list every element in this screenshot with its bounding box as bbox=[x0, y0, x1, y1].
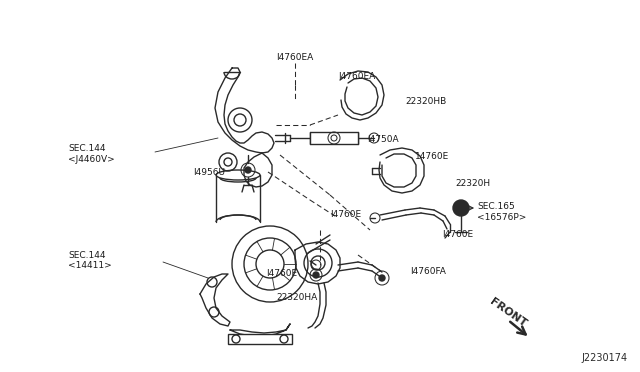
Text: 22320H: 22320H bbox=[455, 179, 490, 187]
Text: I4760E: I4760E bbox=[442, 230, 473, 238]
Text: SEC.144: SEC.144 bbox=[68, 144, 106, 153]
Circle shape bbox=[379, 275, 385, 281]
Text: <16576P>: <16576P> bbox=[477, 212, 526, 221]
Text: I4750A: I4750A bbox=[367, 135, 399, 144]
Text: 14760E: 14760E bbox=[415, 151, 449, 160]
Circle shape bbox=[453, 200, 469, 216]
Text: FRONT: FRONT bbox=[488, 297, 529, 329]
Text: I4760EA: I4760EA bbox=[276, 52, 314, 61]
Text: SEC.144: SEC.144 bbox=[68, 250, 106, 260]
Text: 22320HB: 22320HB bbox=[405, 96, 446, 106]
Text: <14411>: <14411> bbox=[68, 262, 112, 270]
Circle shape bbox=[245, 167, 251, 173]
Text: <J4460V>: <J4460V> bbox=[68, 154, 115, 164]
Text: J2230174: J2230174 bbox=[582, 353, 628, 363]
Text: I4760E: I4760E bbox=[330, 209, 361, 218]
Bar bbox=[310, 132, 358, 144]
Circle shape bbox=[313, 272, 319, 278]
Text: 22320HA: 22320HA bbox=[276, 294, 317, 302]
Text: I4760E: I4760E bbox=[266, 269, 297, 279]
Text: I4760FA: I4760FA bbox=[410, 267, 446, 276]
Text: I4760EA: I4760EA bbox=[338, 71, 375, 80]
Bar bbox=[228, 334, 292, 344]
Text: SEC.165: SEC.165 bbox=[477, 202, 515, 211]
Text: I4956U: I4956U bbox=[193, 167, 225, 176]
